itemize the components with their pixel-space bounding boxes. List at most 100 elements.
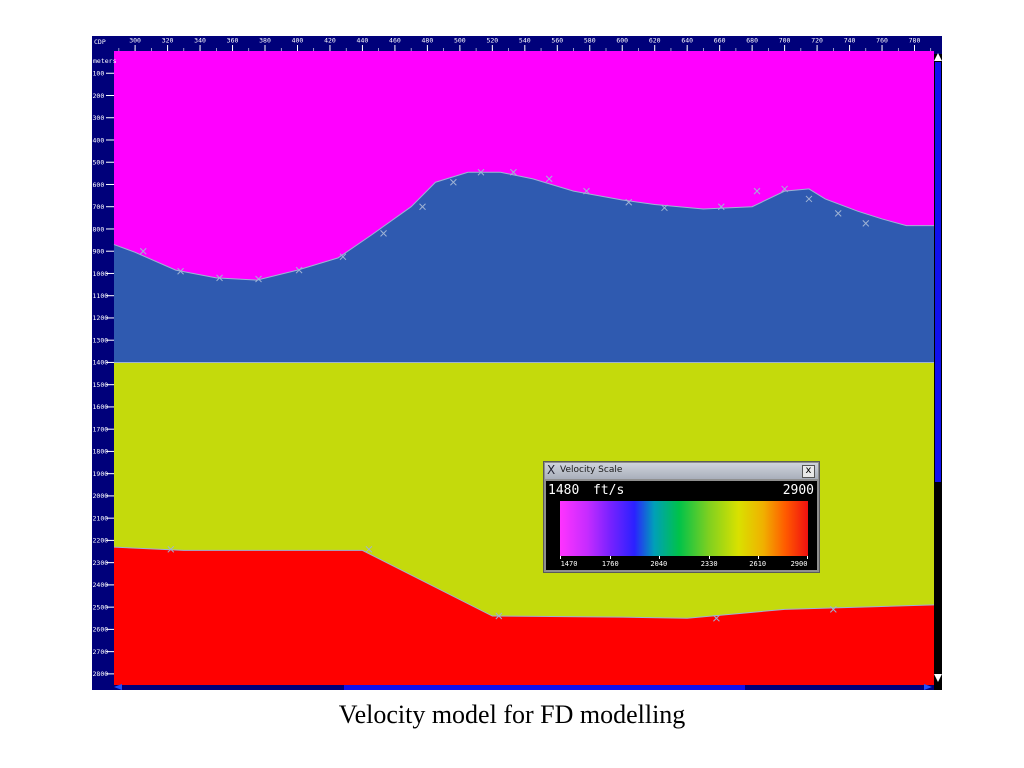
depth-tick-label: 900	[93, 248, 105, 256]
scroll-left-arrow-icon[interactable]	[114, 684, 122, 690]
horizon-3[interactable]	[113, 546, 935, 619]
cdp-tick-label: 380	[259, 37, 271, 45]
velocity-scale-tick-label: 2040	[650, 560, 668, 568]
depth-tick-label: 1100	[93, 292, 109, 300]
horizon-marker[interactable]	[805, 195, 813, 203]
cdp-tick-label: 340	[194, 37, 206, 45]
depth-tick-label: 2600	[93, 626, 109, 634]
x-logo-icon: X	[547, 463, 556, 477]
horizon-marker[interactable]	[829, 606, 837, 613]
cdp-tick-label: 400	[292, 37, 304, 45]
velocity-scale-titlebar[interactable]: X Velocity Scale x	[545, 463, 818, 479]
cdp-tick-label: 560	[551, 37, 563, 45]
horizon-marker[interactable]	[545, 175, 553, 183]
velocity-scale-tick	[709, 556, 711, 559]
depth-axis: 100 200 300 400 500 600 700 800 900 1000 1100 1200 1…	[93, 70, 114, 678]
velocity-scale-tick	[757, 556, 759, 559]
depth-axis-label: meters	[93, 57, 117, 65]
horizon-marker[interactable]	[380, 230, 387, 237]
depth-tick-label: 700	[93, 203, 105, 211]
horizon-marker[interactable]	[781, 185, 788, 193]
velocity-scale-tick-label: 2610	[749, 560, 767, 568]
velocity-scale-tick	[610, 556, 612, 559]
horizon-marker[interactable]	[862, 220, 870, 227]
horizon-marker[interactable]	[419, 203, 426, 211]
depth-tick-label: 100	[93, 70, 105, 78]
velocity-scale-title: Velocity Scale	[560, 465, 623, 475]
horizon-marker[interactable]	[834, 210, 842, 217]
horizon-marker[interactable]	[495, 612, 503, 620]
vertical-scrollbar-thumb[interactable]	[935, 62, 941, 482]
velocity-scale-tick-label: 1760	[601, 560, 619, 568]
depth-tick-label: 400	[93, 136, 105, 144]
horizon-marker[interactable]	[365, 545, 373, 553]
velocity-color-bar	[560, 501, 808, 556]
horizon-markers	[139, 168, 870, 622]
cdp-tick-label: 360	[227, 37, 239, 45]
depth-tick-label: 1700	[93, 425, 109, 433]
depth-tick-label: 2800	[93, 670, 109, 678]
horizon-marker[interactable]	[753, 187, 761, 195]
depth-tick-label: 1300	[93, 336, 109, 344]
cdp-tick-label: 780	[909, 37, 921, 45]
velocity-max-readout: 2900	[782, 483, 814, 498]
close-button[interactable]: x	[802, 465, 815, 478]
cdp-tick-label: 540	[519, 37, 531, 45]
depth-tick-label: 1800	[93, 448, 109, 456]
scroll-right-arrow-icon[interactable]	[924, 684, 932, 690]
horizon-marker[interactable]	[625, 198, 633, 206]
horizon-marker[interactable]	[139, 247, 147, 255]
horizon-marker[interactable]	[339, 253, 347, 261]
scroll-up-arrow-icon[interactable]	[934, 53, 942, 61]
velocity-scale-tick	[658, 556, 660, 559]
velocity-scale-body: 1480 ft/s 2900 1470 1760 2040 2330 2610 2900	[546, 481, 817, 570]
cdp-tick-label: 640	[681, 37, 693, 45]
horizon-marker[interactable]	[477, 168, 485, 176]
horizon-marker[interactable]	[661, 204, 668, 212]
velocity-model-viewer: 300 320 340 360 380 400 420 440 460 480 500 520 540 5…	[92, 36, 942, 690]
depth-tick-label: 2100	[93, 514, 109, 522]
cdp-tick-label: 760	[876, 37, 888, 45]
depth-tick-label: 2300	[93, 559, 109, 567]
horizon-marker[interactable]	[510, 168, 517, 176]
velocity-scale-ticks: 1470 1760 2040 2330 2610 2900	[560, 556, 808, 570]
cdp-tick-label: 700	[779, 37, 791, 45]
horizon-marker[interactable]	[450, 178, 457, 186]
depth-tick-label: 1400	[93, 359, 109, 367]
depth-tick-label: 2200	[93, 537, 109, 545]
velocity-units: ft/s	[593, 483, 625, 498]
cdp-tick-label: 520	[486, 37, 498, 45]
depth-tick-label: 800	[93, 225, 105, 233]
horizon-marker[interactable]	[216, 274, 223, 282]
horizon-marker[interactable]	[717, 203, 725, 211]
horizon-marker[interactable]	[295, 266, 303, 274]
velocity-scale-tick-label: 2900	[790, 560, 808, 568]
cdp-tick-label: 680	[746, 37, 758, 45]
depth-tick-label: 200	[93, 92, 105, 100]
scroll-down-arrow-icon[interactable]	[934, 674, 942, 682]
layer-1	[114, 51, 934, 281]
horizon-marker[interactable]	[177, 267, 184, 275]
velocity-scale-tick-label: 2330	[700, 560, 718, 568]
horizon-marker[interactable]	[713, 614, 720, 622]
cdp-tick-label: 720	[811, 37, 823, 45]
horizontal-scrollbar-thumb[interactable]	[344, 685, 745, 690]
velocity-scale-window[interactable]: X Velocity Scale x 1480 ft/s 2900 1470 17…	[543, 461, 820, 573]
horizon-marker[interactable]	[583, 187, 590, 195]
velocity-scale-tick	[560, 556, 561, 559]
depth-ruler	[92, 36, 114, 690]
cdp-tick-label: 580	[584, 37, 596, 45]
cdp-axis-label: CDP	[94, 38, 106, 46]
horizon-marker[interactable]	[255, 275, 262, 283]
cdp-tick-label: 460	[389, 37, 401, 45]
cdp-tick-label: 300	[129, 37, 141, 45]
depth-tick-label: 2000	[93, 492, 109, 500]
depth-tick-label: 1200	[93, 314, 109, 322]
cdp-tick-label: 740	[844, 37, 856, 45]
velocity-model-canvas: 300 320 340 360 380 400 420 440 460 480 500 520 540 5…	[92, 36, 942, 690]
depth-tick-label: 1500	[93, 381, 109, 389]
horizon-marker[interactable]	[167, 545, 175, 553]
depth-tick-label: 300	[93, 114, 105, 122]
depth-tick-label: 1900	[93, 470, 109, 478]
depth-tick-label: 2400	[93, 581, 109, 589]
